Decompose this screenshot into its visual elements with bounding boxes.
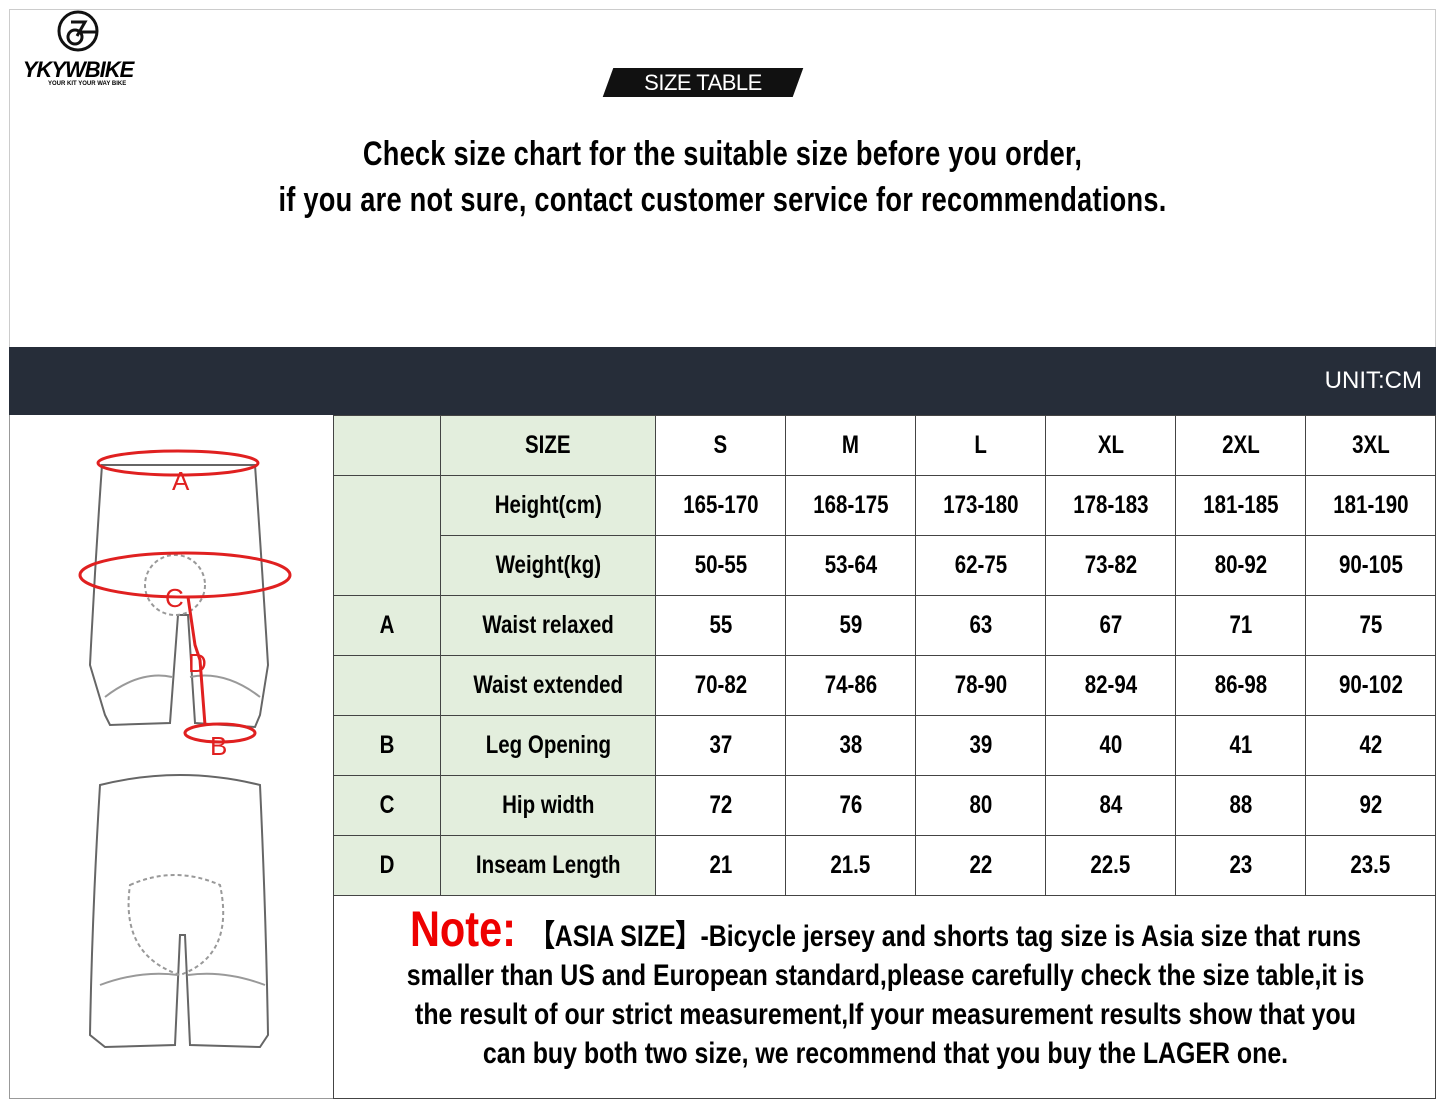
row-code [333,475,441,596]
size-value-cell: 37 [655,715,786,776]
header-code [333,415,441,476]
size-value-cell: 50-55 [655,535,786,596]
size-value-cell: 76 [785,775,916,836]
row-label: Waist extended [440,655,656,716]
size-value-cell: 173-180 [915,475,1046,536]
size-table-badge: SIZE TABLE [644,70,762,95]
intro-line-2: if you are not sure, contact customer se… [278,181,1167,219]
table-row: C Hip width 72 76 80 84 88 92 [333,775,1436,836]
size-value-cell: 74-86 [785,655,916,716]
size-value-cell: 39 [915,715,1046,776]
table-row: Weight(kg) 50-55 53-64 62-75 73-82 80-92 90-10… [334,535,1436,596]
label-c: C [165,583,184,613]
size-value-cell: 62-75 [915,535,1046,596]
size-value-cell: 181-190 [1305,475,1436,536]
intro-line-1: Check size chart for the suitable size b… [362,135,1083,173]
table-row: D Inseam Length 21 21.5 22 22.5 23 23.5 [333,835,1436,896]
row-code: B [333,715,441,776]
table-header-row: SIZE S M L XL 2XL 3XL [333,415,1436,476]
table-row: Height(cm) 165-170 168-175 173-180 178-183 18… [333,475,1436,596]
size-value-cell: 22.5 [1045,835,1176,896]
size-value-cell: 71 [1175,595,1306,656]
brand-name: YKYWBIKE [22,57,135,82]
header-size: SIZE [440,415,656,476]
row-label: Height(cm) [440,475,656,536]
size-value-cell: 38 [785,715,916,776]
size-value-cell: 40 [1045,715,1176,776]
size-value-cell: 22 [915,835,1046,896]
size-value-cell: 80 [915,775,1046,836]
size-table: SIZE S M L XL 2XL 3XL Height(cm) 165-170 1… [333,415,1436,896]
note-text: 【ASIA SIZE】-Bicycle jersey and shorts ta… [406,920,1365,1070]
note-box: Note: 【ASIA SIZE】-Bicycle jersey and sho… [333,895,1436,1099]
row-code: A [333,595,441,656]
size-value-cell: 42 [1305,715,1436,776]
size-value-cell: 178-183 [1045,475,1176,536]
size-value-cell: 168-175 [785,475,916,536]
size-value-cell: 88 [1175,775,1306,836]
row-code [333,655,441,716]
size-value-cell: 72 [655,775,786,836]
header-size-col: 3XL [1305,415,1436,476]
size-value-cell: 80-92 [1175,535,1306,596]
size-value-cell: 75 [1305,595,1436,656]
size-value-cell: 181-185 [1175,475,1306,536]
table-row: A Waist relaxed 55 59 63 67 71 75 [333,595,1436,656]
header-size-col: M [785,415,916,476]
label-d: D [188,648,207,678]
size-value-cell: 73-82 [1045,535,1176,596]
size-value-cell: 41 [1175,715,1306,776]
row-label: Leg Opening [440,715,656,776]
size-value-cell: 23.5 [1305,835,1436,896]
header-size-col: L [915,415,1046,476]
size-value-cell: 92 [1305,775,1436,836]
row-label: Inseam Length [440,835,656,896]
size-value-cell: 21 [655,835,786,896]
row-label: Weight(kg) [440,535,656,596]
size-value-cell: 21.5 [785,835,916,896]
size-value-cell: 90-105 [1305,535,1436,596]
size-value-cell: 67 [1045,595,1176,656]
brand-tagline: YOUR KIT YOUR WAY BIKE [48,81,127,87]
size-value-cell: 82-94 [1045,655,1176,716]
note-label: Note: [409,901,516,957]
size-value-cell: 59 [785,595,916,656]
bike-logo-icon [57,10,99,52]
label-a: A [172,466,190,496]
table-row: Waist extended 70-82 74-86 78-90 82-94 86-98 9… [333,655,1436,716]
size-value-cell: 86-98 [1175,655,1306,716]
size-value-cell: 55 [655,595,786,656]
unit-label: UNIT:CM [1324,367,1422,394]
row-label: Waist relaxed [440,595,656,656]
header-size-col: S [655,415,786,476]
size-value-cell: 63 [915,595,1046,656]
row-code: D [333,835,441,896]
size-value-cell: 84 [1045,775,1176,836]
size-value-cell: 165-170 [655,475,786,536]
shorts-diagram: A C D B [9,415,333,1099]
brand-logo: YKYWBIKE YOUR KIT YOUR WAY BIKE [8,10,148,87]
header-size-col: 2XL [1175,415,1306,476]
shorts-illustration: A C D B [78,449,292,1049]
table-row: B Leg Opening 37 38 39 40 41 42 [333,715,1436,776]
row-code: C [333,775,441,836]
unit-band: UNIT:CM [9,347,1436,415]
size-value-cell: 23 [1175,835,1306,896]
row-label: Hip width [440,775,656,836]
size-value-cell: 53-64 [785,535,916,596]
header-size-col: XL [1045,415,1176,476]
size-value-cell: 90-102 [1305,655,1436,716]
label-b: B [210,731,227,761]
size-value-cell: 70-82 [655,655,786,716]
size-value-cell: 78-90 [915,655,1046,716]
